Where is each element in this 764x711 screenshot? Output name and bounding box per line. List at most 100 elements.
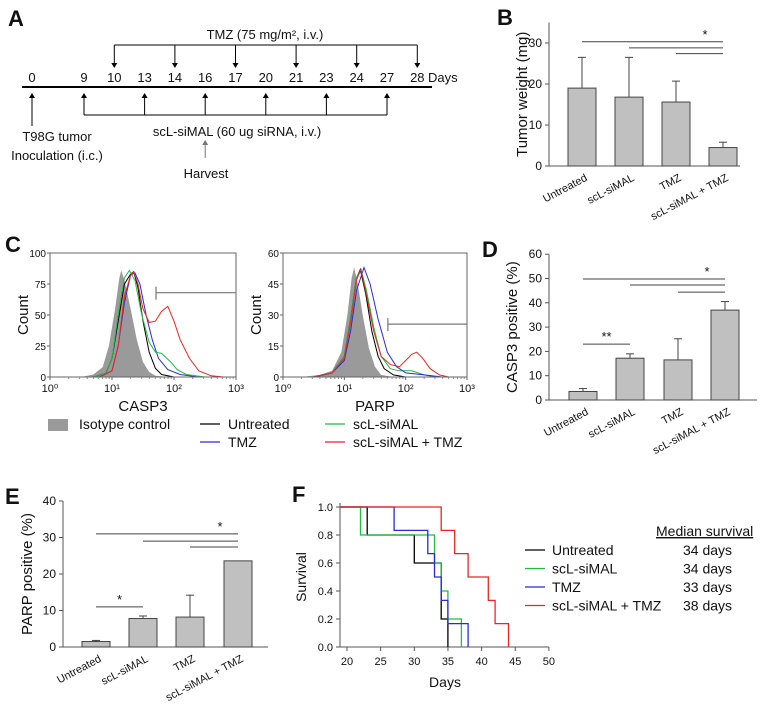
legend-label: TMZ: [552, 579, 581, 595]
panel-label-D: D: [482, 237, 498, 262]
legend-label: scL-siMAL: [552, 561, 618, 577]
y-tick-label: 0: [535, 159, 542, 173]
x-tick-label: Untreated: [55, 653, 103, 686]
y-tick-label: 0.2: [318, 614, 333, 626]
bar-2: [663, 359, 693, 401]
legend-swatch-isotype: [48, 419, 68, 431]
day-label: 28: [410, 70, 424, 85]
x-tick-label: 10²: [398, 383, 414, 395]
survival-curve-combo: [340, 506, 510, 647]
day-label: 17: [228, 70, 242, 85]
x-tick-label: 10⁰: [275, 383, 292, 395]
siMAL-dose-arrow-head: [384, 93, 390, 98]
y-axis-label: Count: [248, 294, 265, 335]
siMAL-label: scL-siMAL (60 ug siRNA, i.v.): [153, 124, 321, 139]
x-tick-label: scL-siMAL + TMZ: [651, 406, 733, 457]
histogram-siMAL: [313, 268, 437, 378]
y-tick-label: 0: [49, 640, 56, 654]
day-label: 20: [259, 70, 273, 85]
x-tick-label: 20: [341, 656, 353, 668]
x-tick-label: scL-siMAL: [586, 406, 637, 441]
bar-2: [175, 616, 205, 648]
y-tick-label: 20: [529, 344, 543, 358]
day-label: 0: [28, 70, 35, 85]
tmz-dose-arrow-head: [414, 63, 421, 68]
plot-frame: [49, 252, 237, 378]
x-axis-label: CASP3: [118, 398, 167, 415]
panel-label-A: A: [8, 6, 24, 31]
y-tick-label: 30: [529, 36, 543, 50]
day-label: 24: [349, 70, 363, 85]
y-tick-label: 0: [535, 393, 542, 407]
day-label: 21: [289, 70, 303, 85]
x-tick-label: 10³: [459, 383, 475, 395]
tmz-dose-arrow-head: [171, 63, 178, 68]
x-tick-label: 10¹: [104, 383, 120, 395]
legend-label: scL-siMAL + TMZ: [353, 434, 463, 450]
y-tick-label: 40: [529, 296, 543, 310]
x-tick-label: scL-siMAL: [585, 172, 636, 207]
plot-frame: [282, 252, 468, 378]
panel-label-F: F: [292, 482, 305, 507]
x-tick-label: 10³: [228, 383, 244, 395]
legend-label: scL-siMAL + TMZ: [552, 598, 662, 614]
siMAL-dose-arrow-head: [141, 93, 148, 98]
bar-3: [708, 147, 738, 167]
y-axis-label: Survival: [293, 552, 309, 602]
legend-label: scL-siMAL: [353, 416, 419, 432]
median-survival-header: Median survival: [656, 523, 753, 539]
x-tick-label: 35: [442, 656, 454, 668]
y-tick-label: 0.6: [318, 558, 333, 570]
panel-label-B: B: [497, 5, 513, 30]
y-tick-label: 20: [529, 77, 543, 91]
siMAL-dose-arrow-head: [81, 93, 87, 98]
siMAL-dose-arrow-head: [202, 93, 209, 98]
y-tick-label: 10: [43, 604, 57, 618]
median-survival-value: 33 days: [683, 579, 732, 595]
day-label: 10: [107, 70, 121, 85]
harvest-label: Harvest: [184, 166, 229, 181]
y-tick-label: 60: [529, 247, 543, 261]
x-axis-label: PARP: [355, 398, 395, 415]
tmz-dose-arrow-head: [111, 63, 118, 68]
x-tick-label: 40: [475, 656, 487, 668]
survival-curve-tmz: [340, 506, 469, 647]
harvest-arrow-head: [202, 140, 209, 145]
x-tick-label: 25: [375, 656, 387, 668]
bar-0: [568, 390, 598, 401]
inoculation-label: Inoculation (i.c.): [11, 148, 103, 163]
bar-1: [614, 96, 644, 167]
median-survival-value: 34 days: [683, 542, 732, 558]
y-axis-label: PARP positive (%): [19, 513, 36, 635]
y-tick-label: 20: [43, 567, 57, 581]
significance-marker: *: [117, 592, 122, 607]
day-label: 27: [380, 70, 394, 85]
day-label: 16: [198, 70, 212, 85]
y-tick-label: 30: [529, 320, 543, 334]
x-tick-label: scL-siMAL + TMZ: [649, 172, 731, 223]
tmz-dose-arrow-head: [232, 63, 239, 68]
panel-label-C: C: [5, 232, 21, 257]
bar-3: [223, 560, 253, 648]
x-tick-label: 10⁰: [42, 383, 59, 395]
bar-0: [567, 87, 597, 167]
day-label: 14: [168, 70, 182, 85]
legend-label: TMZ: [228, 434, 257, 450]
y-tick-label: 15: [268, 342, 280, 353]
siMAL-dose-arrow-head: [262, 93, 269, 98]
tmz-dose-arrow-head: [353, 63, 360, 68]
x-tick-label: 30: [408, 656, 420, 668]
y-tick-label: 40: [43, 494, 57, 508]
siMAL-dose-arrow-head: [323, 93, 330, 98]
x-tick-label: TMZ: [660, 406, 686, 427]
y-tick-label: 0.4: [318, 586, 333, 598]
histogram-combo: [313, 267, 449, 378]
histogram-isotype: [301, 267, 394, 377]
y-tick-label: 100: [29, 249, 46, 260]
bar-2: [661, 101, 691, 167]
inoculation-label: T98G tumor: [22, 129, 92, 144]
tmz-label: TMZ (75 mg/m², i.v.): [207, 27, 324, 42]
legend-label: Untreated: [552, 542, 613, 558]
x-tick-label: TMZ: [172, 653, 198, 674]
y-axis-label: Tumor weight (mg): [514, 32, 531, 157]
